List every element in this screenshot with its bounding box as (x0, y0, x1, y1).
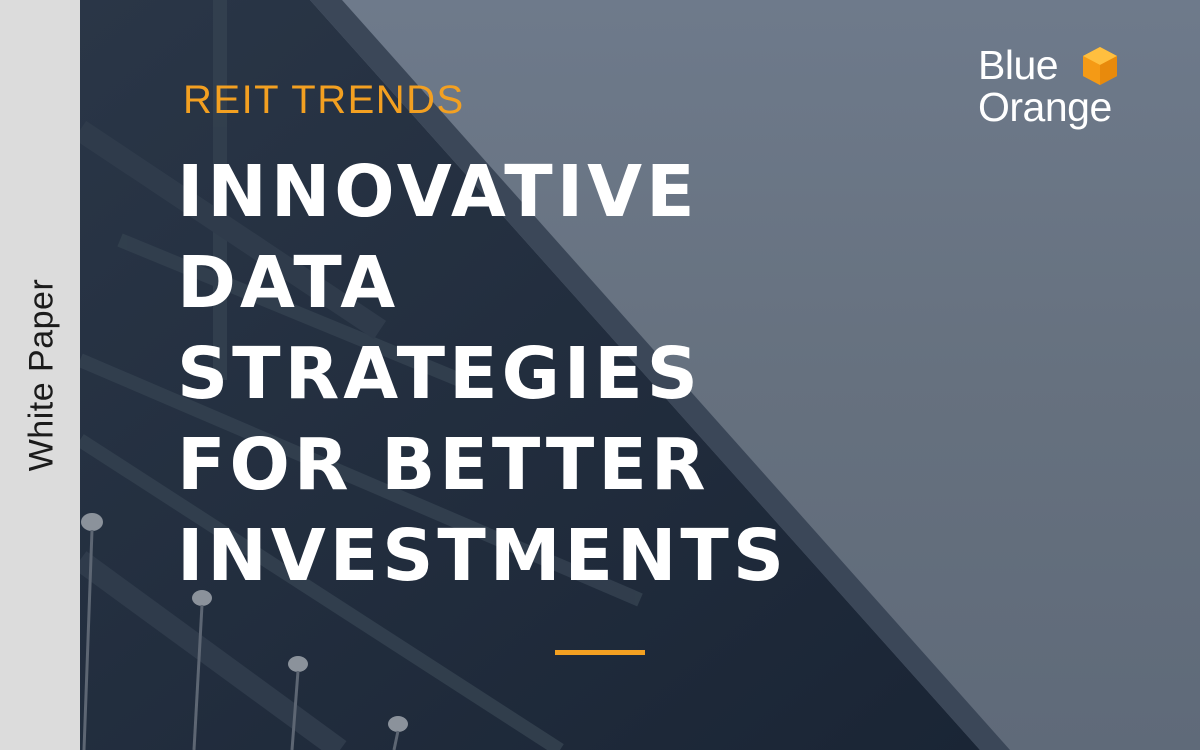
eyebrow-label: REIT TRENDS (183, 78, 465, 122)
document-type-label: White Paper (22, 278, 61, 472)
headline-line: INNOVATIVE (177, 150, 699, 233)
sidebar: White Paper (0, 0, 80, 750)
logo-line-1: Blue (978, 42, 1059, 88)
headline: INNOVATIVE DATA STRATEGIES FOR BETTER IN… (177, 146, 788, 601)
blue-orange-logo: Blue Orange (978, 44, 1148, 154)
orange-hexagon-cube-icon (1083, 47, 1117, 85)
bridge-background-image (80, 0, 1010, 750)
logo-wordmark: Blue Orange (978, 44, 1112, 128)
logo-line-2: Orange (978, 84, 1112, 130)
accent-divider (555, 650, 645, 655)
hero-cover: REIT TRENDS INNOVATIVE DATA STRATEGIES F… (80, 0, 1200, 750)
headline-line: INVESTMENTS (177, 514, 788, 597)
headline-line: DATA (177, 241, 400, 324)
headline-line: FOR BETTER (177, 423, 710, 506)
headline-line: STRATEGIES (177, 332, 702, 415)
